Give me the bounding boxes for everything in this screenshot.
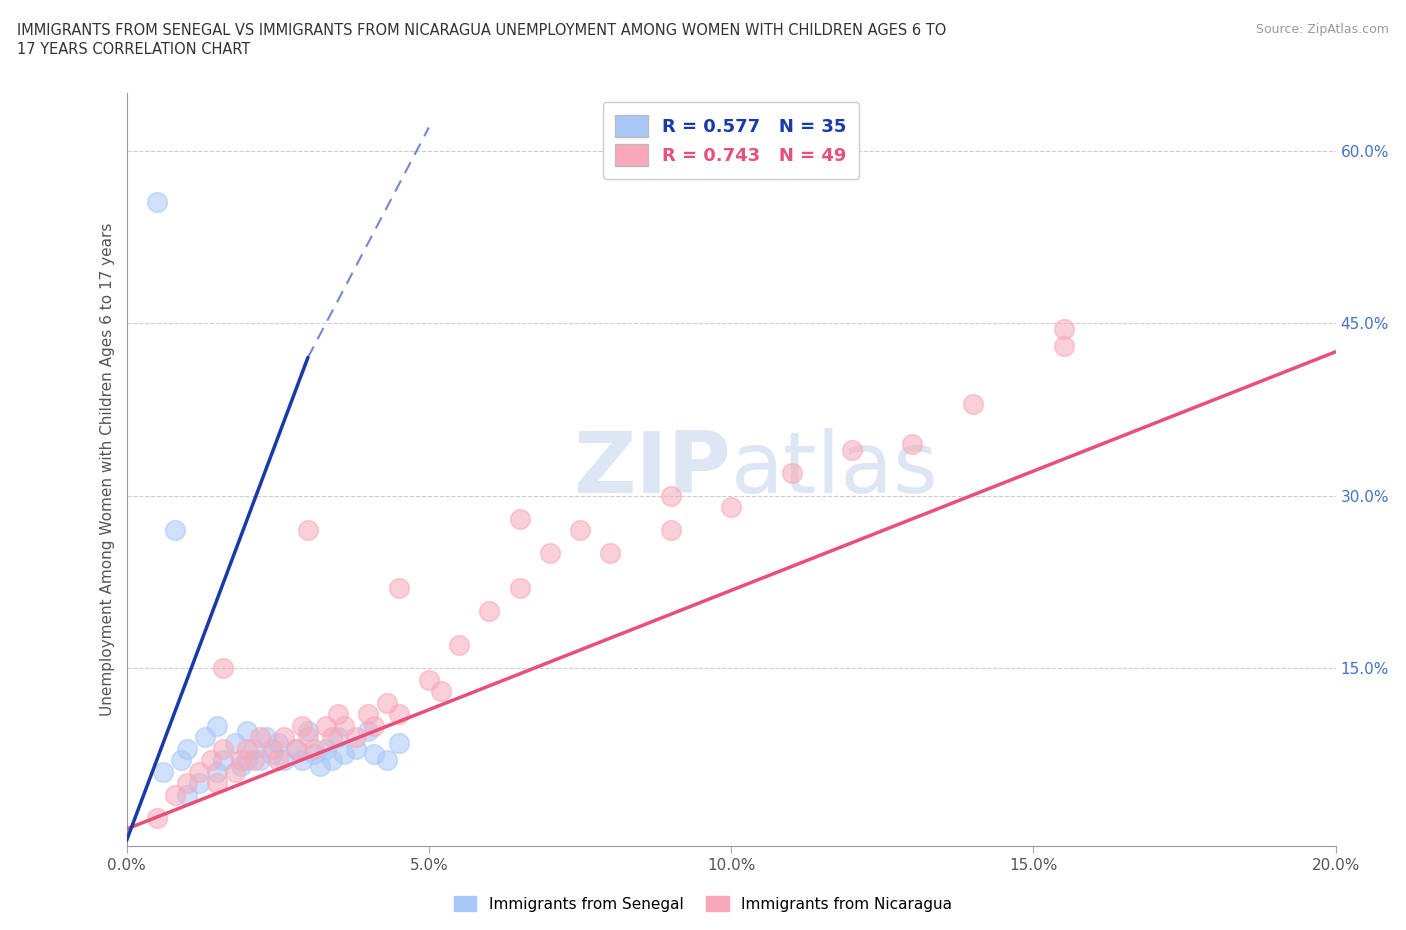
Point [509,580,531,595]
Legend: R = 0.577   N = 35, R = 0.743   N = 49: R = 0.577 N = 35, R = 0.743 N = 49 [603,102,859,179]
Point [291,718,314,733]
Point [273,730,295,745]
Point [146,810,169,825]
Point [231,752,253,767]
Point [297,730,319,745]
Point [315,718,337,733]
Point [333,747,356,762]
Point [720,499,742,514]
Point [901,436,924,451]
Point [205,718,228,733]
Point [1053,322,1076,337]
Point [357,707,380,722]
Point [236,724,259,738]
Text: ZIP: ZIP [574,428,731,512]
Point [780,465,803,480]
Point [200,752,222,767]
Point [267,752,290,767]
Y-axis label: Unemployment Among Women with Children Ages 6 to 17 years: Unemployment Among Women with Children A… [100,223,115,716]
Point [284,741,307,756]
Point [326,707,350,722]
Point [659,523,682,538]
Point [284,741,307,756]
Point [962,396,984,411]
Point [447,638,470,653]
Point [163,523,186,538]
Point [242,752,264,767]
Point [249,730,271,745]
Point [224,736,246,751]
Legend: Immigrants from Senegal, Immigrants from Nicaragua: Immigrants from Senegal, Immigrants from… [447,889,959,918]
Point [568,523,592,538]
Point [242,741,264,756]
Point [170,752,193,767]
Point [260,741,283,756]
Point [1053,339,1076,353]
Point [163,787,186,802]
Point [302,747,325,762]
Point [659,488,682,503]
Point [333,718,356,733]
Point [212,660,235,675]
Point [231,758,253,773]
Point [509,512,531,526]
Point [388,580,411,595]
Point [152,764,174,779]
Point [315,741,337,756]
Point [254,730,277,745]
Point [260,747,283,762]
Point [297,724,319,738]
Point [212,752,235,767]
Point [344,730,367,745]
Point [375,752,398,767]
Point [326,730,350,745]
Point [188,764,211,779]
Point [599,546,621,561]
Point [302,741,325,756]
Point [297,523,319,538]
Point [267,736,290,751]
Point [212,741,235,756]
Point [205,776,228,790]
Point [236,741,259,756]
Point [418,672,440,687]
Point [176,787,198,802]
Point [236,752,259,767]
Point [273,752,295,767]
Point [388,736,411,751]
Point [478,603,501,618]
Point [357,724,380,738]
Point [176,741,198,756]
Point [205,764,228,779]
Point [291,752,314,767]
Point [538,546,561,561]
Point [363,718,385,733]
Point [375,695,398,710]
Point [321,752,343,767]
Point [309,758,332,773]
Point [176,776,198,790]
Point [841,442,863,457]
Point [430,684,453,698]
Point [388,707,411,722]
Point [321,730,343,745]
Point [146,194,169,209]
Point [249,752,271,767]
Text: Source: ZipAtlas.com: Source: ZipAtlas.com [1256,23,1389,36]
Point [363,747,385,762]
Point [188,776,211,790]
Point [344,741,367,756]
Text: atlas: atlas [731,428,939,512]
Point [194,730,217,745]
Text: IMMIGRANTS FROM SENEGAL VS IMMIGRANTS FROM NICARAGUA UNEMPLOYMENT AMONG WOMEN WI: IMMIGRANTS FROM SENEGAL VS IMMIGRANTS FR… [17,23,946,38]
Text: 17 YEARS CORRELATION CHART: 17 YEARS CORRELATION CHART [17,42,250,57]
Point [224,764,246,779]
